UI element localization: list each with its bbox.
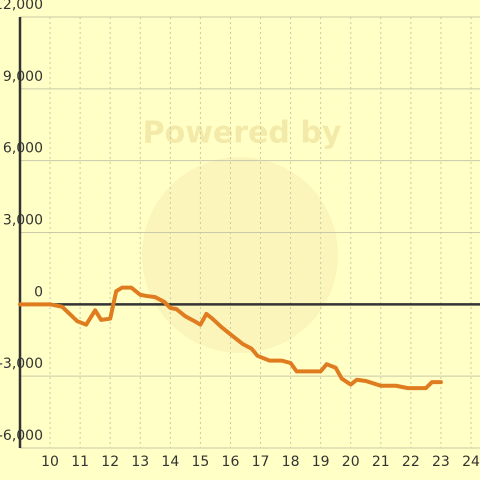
line: [18, 285, 443, 391]
x-tick-label: 17: [252, 454, 270, 470]
y-tick-label: 0: [34, 284, 43, 300]
x-tick-label: 19: [312, 454, 330, 470]
x-tick-label: 11: [71, 454, 89, 470]
x-tick-label: 20: [342, 454, 360, 470]
x-tick-label: 18: [282, 454, 300, 470]
x-tick-label: 10: [41, 454, 59, 470]
y-tick-label: 12,000: [0, 0, 43, 13]
x-tick-label: 14: [161, 454, 179, 470]
y-tick-label: 3,000: [3, 213, 43, 229]
y-tick-label: 6,000: [3, 141, 43, 157]
x-tick-label: 13: [131, 454, 149, 470]
y-tick-label: 9,000: [3, 69, 43, 85]
x-tick-label: 16: [222, 454, 240, 470]
watermark: Powered by: [143, 116, 342, 151]
x-tick-label: 21: [372, 454, 390, 470]
y-tick-label: -6,000: [0, 428, 43, 444]
watermark-logo: [142, 157, 338, 353]
x-tick-label: 12: [101, 454, 119, 470]
x-tick-label: 24: [462, 454, 480, 470]
x-tick-label: 23: [432, 454, 450, 470]
y-tick-label: -3,000: [0, 356, 43, 372]
x-tick-label: 22: [402, 454, 420, 470]
x-tick-label: 15: [191, 454, 209, 470]
